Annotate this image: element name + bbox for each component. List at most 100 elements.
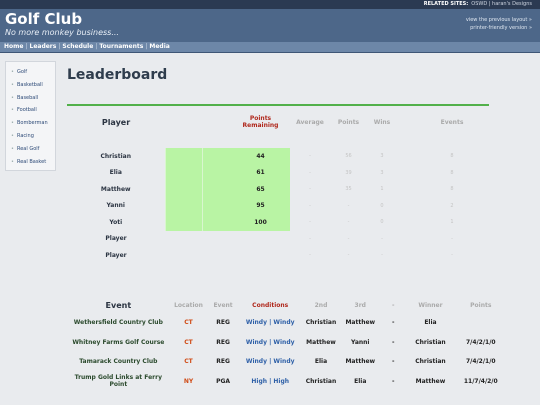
sidebar-item-baseball[interactable]: • Baseball xyxy=(6,92,55,105)
nav-schedule[interactable]: Schedule xyxy=(62,43,94,50)
player-name[interactable]: Elia xyxy=(109,169,122,177)
event-third: Matthew xyxy=(345,319,376,327)
table-row: Christian 44 - 56 3 8 xyxy=(67,148,507,165)
player-name[interactable]: Yanni xyxy=(106,202,125,210)
previous-layout-link[interactable]: view the previous layout » xyxy=(465,17,532,23)
table-row: Whitney Farms Golf Course CT REG Windy |… xyxy=(67,333,507,353)
bullet-icon: • xyxy=(11,145,14,152)
sidebar-item-golf[interactable]: • Golf xyxy=(6,66,55,79)
player-name[interactable]: Matthew xyxy=(100,185,131,193)
event-points: 7/4/2/1/0 xyxy=(465,338,496,346)
nav-separator: | xyxy=(95,43,98,50)
printer-friendly-link[interactable]: printer-friendly version » xyxy=(470,25,532,31)
table-row: Trump Gold Links at Ferry Point NY PGA H… xyxy=(67,372,507,392)
event-location: CT xyxy=(184,358,193,366)
col-player[interactable]: Player xyxy=(101,117,131,127)
table-row: Matthew 65 - 35 1 8 xyxy=(67,181,507,198)
points: - xyxy=(347,219,350,226)
col-event[interactable]: Event xyxy=(105,300,132,310)
col-spacer xyxy=(202,111,231,133)
event-dash: - xyxy=(392,358,395,366)
sidebar-item-label: Basketball xyxy=(16,81,43,88)
empty-cell xyxy=(165,231,202,248)
heading-divider xyxy=(67,104,489,106)
col-third[interactable]: 3rd xyxy=(354,301,366,309)
col-points[interactable]: Points xyxy=(470,301,492,309)
event-location: CT xyxy=(184,338,193,346)
wins: 0 xyxy=(380,219,384,226)
col-wins[interactable]: Wins xyxy=(373,118,391,126)
events-header-row: Event Location Event Conditions 2nd 3rd … xyxy=(67,297,507,313)
table-row: Elia 61 - 39 3 8 xyxy=(67,164,507,181)
bullet-icon: • xyxy=(11,94,14,101)
event-type: REG xyxy=(216,338,230,346)
site-tagline: No more monkey business... xyxy=(5,28,119,37)
related-sites-links[interactable]: OSWD | haran's Designs xyxy=(471,1,532,7)
event-name[interactable]: Trump Gold Links at Ferry Point xyxy=(74,374,162,389)
player-name[interactable]: Christian xyxy=(100,152,131,160)
nav-media[interactable]: Media xyxy=(149,43,170,50)
sidebar-item-football[interactable]: • Football xyxy=(6,104,55,117)
table-row: Player - - - - xyxy=(67,247,507,264)
events: - xyxy=(451,235,453,242)
event-winner: Elia xyxy=(424,319,437,327)
sidebar-item-bomberman[interactable]: • Bomberman xyxy=(6,117,55,130)
points: 39 xyxy=(345,169,352,176)
bullet-icon: • xyxy=(11,69,14,75)
player-name[interactable]: Player xyxy=(105,251,127,259)
nav-home[interactable]: Home xyxy=(4,43,24,50)
table-row: Tamarack Country Club CT REG Windy | Win… xyxy=(67,352,507,372)
sidebar-item-basketball[interactable]: • Basketball xyxy=(6,79,55,92)
nav-tournaments[interactable]: Tournaments xyxy=(99,43,144,50)
events: 8 xyxy=(450,153,454,160)
col-points-remaining[interactable]: Points Remaining xyxy=(242,115,279,129)
nav-divider xyxy=(0,52,540,53)
spacer-row xyxy=(67,133,507,148)
sidebar-item-label: Baseball xyxy=(16,94,39,101)
leaderboard-header-row: Player Points Remaining Average Points W… xyxy=(67,111,507,133)
average: - xyxy=(309,252,311,259)
col-points[interactable]: Points xyxy=(337,118,360,126)
event-conditions: Windy | Windy xyxy=(245,319,295,327)
event-name[interactable]: Wethersfield Country Club xyxy=(73,319,163,327)
col-events[interactable]: Events xyxy=(440,118,464,126)
sidebar: • Golf • Basketball • Baseball • Football • B… xyxy=(5,61,56,171)
wins: - xyxy=(381,252,383,259)
bullet-icon: • xyxy=(11,132,14,139)
sidebar-item-real-golf[interactable]: • Real Golf xyxy=(6,143,55,156)
events: - xyxy=(451,252,453,259)
wins: 1 xyxy=(380,186,384,193)
player-name[interactable]: Player xyxy=(105,235,127,243)
col-winner[interactable]: Winner xyxy=(418,301,443,309)
nav-leaders[interactable]: Leaders xyxy=(29,43,57,50)
wins: - xyxy=(381,235,383,242)
points: 56 xyxy=(345,153,352,160)
col-conditions[interactable]: Conditions xyxy=(252,301,289,309)
event-name[interactable]: Tamarack Country Club xyxy=(79,358,158,366)
sidebar-item-real-basket[interactable]: • Real Basket xyxy=(6,156,55,169)
event-name[interactable]: Whitney Farms Golf Course xyxy=(72,338,165,346)
event-conditions: High | High xyxy=(251,377,290,385)
col-second[interactable]: 2nd xyxy=(314,301,328,309)
leaderboard-table: Player Points Remaining Average Points W… xyxy=(67,111,507,264)
average: - xyxy=(309,235,311,242)
site-title[interactable]: Golf Club xyxy=(5,10,83,28)
points-remaining xyxy=(231,231,290,248)
bullet-icon: • xyxy=(11,81,14,88)
col-location[interactable]: Location xyxy=(174,301,203,309)
player-name[interactable]: Yoti xyxy=(109,218,123,226)
points: - xyxy=(347,235,350,242)
points-remaining: 44 xyxy=(231,148,290,165)
sidebar-item-racing[interactable]: • Racing xyxy=(6,130,55,143)
event-type: REG xyxy=(216,319,230,327)
table-row: Player - - - - xyxy=(67,231,507,248)
col-event-type[interactable]: Event xyxy=(213,301,233,309)
green-cell xyxy=(164,164,202,181)
event-conditions: Windy | Windy xyxy=(245,338,295,346)
sidebar-item-label: Football xyxy=(16,107,37,114)
table-row: Wethersfield Country Club CT REG Windy |… xyxy=(67,313,507,333)
sidebar-item-label: Real Golf xyxy=(16,145,40,152)
average: - xyxy=(309,219,311,226)
col-average[interactable]: Average xyxy=(296,118,324,126)
event-conditions: Windy | Windy xyxy=(245,358,295,366)
